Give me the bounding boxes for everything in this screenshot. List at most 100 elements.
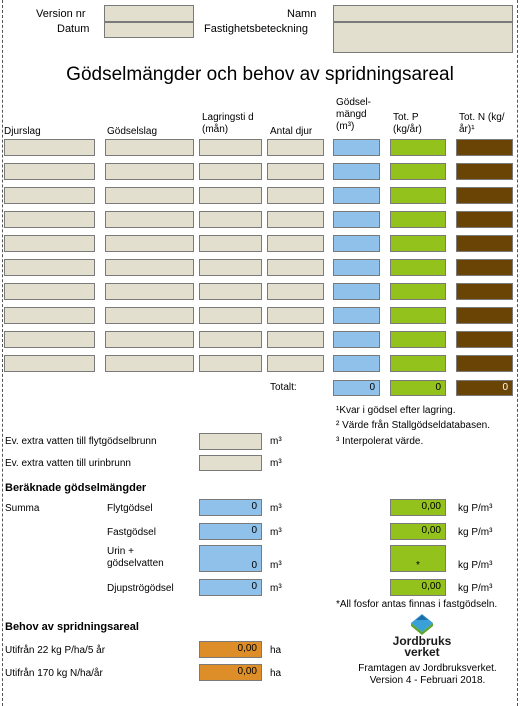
godselslag-input[interactable] — [105, 211, 194, 228]
tot-n-cell — [456, 139, 513, 156]
antal-djur-input[interactable] — [267, 307, 324, 324]
calc-urin-unit: m³ — [270, 560, 282, 571]
calc-fast-volume: 0 — [199, 523, 262, 540]
calc-summa-label: Summa — [5, 503, 40, 514]
lagringstid-input[interactable] — [199, 235, 262, 252]
footer-text: Framtagen av Jordbruksverket. Version 4 … — [340, 663, 515, 687]
area-n-value: 0,00 — [199, 664, 262, 681]
antal-djur-input[interactable] — [267, 259, 324, 276]
lagringstid-input[interactable] — [199, 331, 262, 348]
extra-urin-label: Ev. extra vatten till urinbrunn — [5, 458, 131, 469]
calc-urin-p-unit: kg P/m³ — [458, 560, 493, 571]
godselslag-input[interactable] — [105, 283, 194, 300]
djurslag-input[interactable] — [4, 283, 95, 300]
calc-flyt-p-unit: kg P/m³ — [458, 503, 493, 514]
lagringstid-input[interactable] — [199, 259, 262, 276]
godselmangd-cell — [333, 235, 380, 252]
godselslag-input[interactable] — [105, 331, 194, 348]
logo-line-2: verket — [404, 645, 440, 659]
total-nitrogen: 0 — [456, 380, 513, 396]
antal-djur-input[interactable] — [267, 187, 324, 204]
date-label: Datum — [57, 23, 90, 35]
area-p-label: Utifrån 22 kg P/ha/5 år — [5, 645, 106, 656]
antal-djur-input[interactable] — [267, 163, 324, 180]
lagringstid-input[interactable] — [199, 355, 262, 372]
calc-urin-phosphorus: * — [390, 545, 446, 572]
lagringstid-input[interactable] — [199, 187, 262, 204]
tot-p-cell — [390, 283, 446, 300]
godselmangd-cell — [333, 211, 380, 228]
djurslag-input[interactable] — [4, 259, 95, 276]
tot-n-cell — [456, 163, 513, 180]
footnote-3: ³ Interpolerat värde. — [336, 436, 424, 447]
name-label: Namn — [287, 8, 317, 20]
djurslag-input[interactable] — [4, 331, 95, 348]
calc-fast-p-unit: kg P/m³ — [458, 527, 493, 538]
calc-urin-volume: 0 — [199, 545, 262, 572]
calc-fast-phosphorus: 0,00 — [390, 523, 446, 540]
djurslag-input[interactable] — [4, 211, 95, 228]
lagringstid-input[interactable] — [199, 211, 262, 228]
lagringstid-input[interactable] — [199, 307, 262, 324]
godselslag-input[interactable] — [105, 259, 194, 276]
extra-flyt-input[interactable] — [199, 433, 262, 450]
col-tot-p: Tot. P (kg/år) — [393, 112, 422, 135]
calc-flyt-label: Flytgödsel — [107, 503, 153, 514]
tot-p-cell — [390, 355, 446, 372]
calc-fast-unit: m³ — [270, 527, 282, 538]
godselmangd-cell — [333, 259, 380, 276]
calc-djup-volume: 0 — [199, 579, 262, 596]
antal-djur-input[interactable] — [267, 355, 324, 372]
version-input[interactable] — [104, 5, 194, 22]
tot-n-cell — [456, 307, 513, 324]
djurslag-input[interactable] — [4, 235, 95, 252]
tot-n-cell — [456, 187, 513, 204]
tot-n-cell — [456, 211, 513, 228]
calc-flyt-unit: m³ — [270, 503, 282, 514]
djurslag-input[interactable] — [4, 163, 95, 180]
area-n-unit: ha — [270, 668, 282, 679]
godselslag-input[interactable] — [105, 355, 194, 372]
godselslag-input[interactable] — [105, 139, 194, 156]
lagringstid-input[interactable] — [199, 139, 262, 156]
djurslag-input[interactable] — [4, 139, 95, 156]
antal-djur-input[interactable] — [267, 283, 324, 300]
djurslag-input[interactable] — [4, 307, 95, 324]
total-label: Totalt: — [270, 382, 297, 393]
area-heading: Behov av spridningsareal — [5, 621, 139, 633]
calc-heading: Beräknade gödselmängder — [5, 482, 147, 494]
djurslag-input[interactable] — [4, 355, 95, 372]
tot-p-cell — [390, 187, 446, 204]
godselslag-input[interactable] — [105, 187, 194, 204]
antal-djur-input[interactable] — [267, 331, 324, 348]
area-n-label: Utifrån 170 kg N/ha/år — [5, 668, 103, 679]
extra-urin-input[interactable] — [199, 455, 262, 471]
calc-fast-label: Fastgödsel — [107, 527, 156, 538]
godselmangd-cell — [333, 163, 380, 180]
extra-flyt-unit: m³ — [270, 436, 282, 447]
tot-p-cell — [390, 235, 446, 252]
antal-djur-input[interactable] — [267, 235, 324, 252]
page-title: Gödselmängder och behov av spridningsare… — [66, 64, 454, 85]
total-phosphorus: 0 — [390, 380, 446, 396]
property-input[interactable] — [333, 22, 513, 53]
extra-urin-unit: m³ — [270, 458, 282, 469]
tot-p-cell — [390, 259, 446, 276]
logo-text: Jordbruks verket — [384, 635, 460, 659]
date-input[interactable] — [104, 22, 194, 38]
godselslag-input[interactable] — [105, 235, 194, 252]
godselslag-input[interactable] — [105, 163, 194, 180]
jordbruksverket-logo-icon — [409, 612, 435, 638]
lagringstid-input[interactable] — [199, 163, 262, 180]
antal-djur-input[interactable] — [267, 139, 324, 156]
lagringstid-input[interactable] — [199, 283, 262, 300]
name-input[interactable] — [333, 5, 513, 22]
calc-djup-phosphorus: 0,00 — [390, 579, 446, 596]
djurslag-input[interactable] — [4, 187, 95, 204]
godselslag-input[interactable] — [105, 307, 194, 324]
col-godselmangd: Gödsel- mängd (m³) — [336, 97, 372, 132]
tot-n-cell — [456, 235, 513, 252]
calc-djup-label: Djupströgödsel — [107, 583, 174, 594]
antal-djur-input[interactable] — [267, 211, 324, 228]
page-border-right — [517, 0, 518, 706]
